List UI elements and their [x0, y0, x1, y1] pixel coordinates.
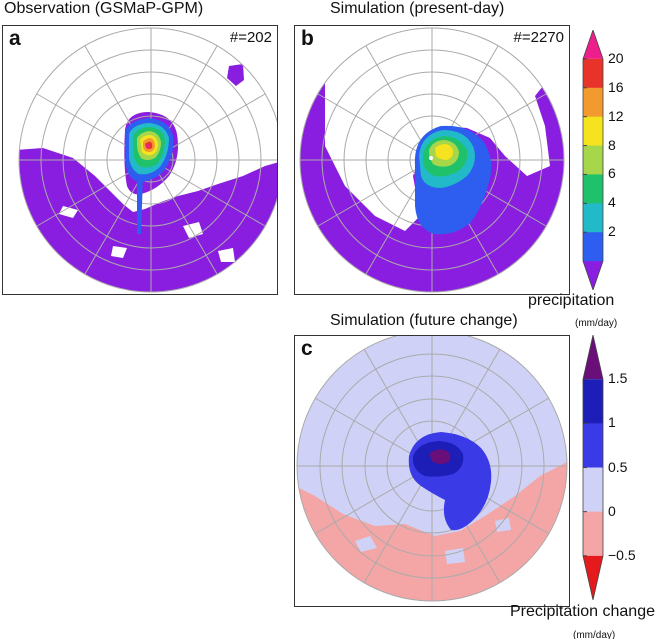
colorbar-tick-label: 1.5 [608, 370, 628, 387]
colorbar-tick-label: 6 [608, 165, 616, 182]
colorbar-band [583, 145, 603, 175]
change-negative-field [297, 461, 567, 601]
colorbar-tick-label: 16 [608, 78, 624, 95]
polar-grid [296, 336, 568, 602]
colorbar-band [583, 555, 603, 600]
colorbar-band [583, 423, 603, 468]
colorbar-band [583, 116, 603, 147]
panel-a-map [18, 27, 277, 293]
obs-precip-core [125, 118, 174, 234]
colorbar-band [583, 467, 603, 513]
colorbar-tick-label: 1 [608, 414, 616, 431]
precipitation-change-unit: (mm/day) [573, 630, 616, 639]
panel-c-label: c [301, 337, 313, 360]
colorbar-band [583, 335, 603, 380]
precipitation-change-colorbar-title: Precipitation change [510, 603, 655, 621]
colorbar-tick-label: 12 [608, 107, 624, 124]
colorbar-band [583, 379, 603, 424]
panel-a-count: #=202 [229, 29, 272, 46]
panel-a-label: a [9, 27, 21, 50]
panel-b-label: b [301, 27, 314, 50]
sim-precip-core [414, 125, 492, 235]
precipitation-change-colorbar [582, 335, 604, 600]
colorbar-tick-label: 0 [608, 502, 616, 519]
panel-a-title: Observation (GSMaP-GPM) [4, 0, 204, 17]
colorbar-tick-label: −0.5 [608, 546, 636, 563]
precipitation-title: precipitation [528, 292, 615, 309]
colorbar-tick-label: 4 [608, 194, 616, 211]
panel-b-map [299, 27, 565, 293]
precipitation-change-title: Precipitation change [510, 603, 655, 620]
colorbar-band [583, 174, 603, 204]
colorbar-band [583, 87, 603, 118]
colorbar-band [583, 232, 603, 262]
panel-b-count: #=2270 [513, 29, 564, 46]
colorbar-tick-label: 8 [608, 136, 616, 153]
precipitation-unit: (mm/day) [575, 318, 618, 329]
panel-c-title: Simulation (future change) [330, 312, 518, 329]
panel-c-map [296, 336, 568, 602]
precipitation-unit-wrap: (mm/day) [575, 313, 617, 331]
colorbar-band [583, 58, 603, 89]
colorbar-tick-label: 20 [608, 49, 624, 66]
obs-precip-field [19, 148, 277, 292]
colorbar-tick-label: 0.5 [608, 458, 628, 475]
panel-c: c [294, 335, 570, 607]
panel-a: a #=202 [2, 25, 278, 295]
colorbar-band [583, 511, 603, 557]
colorbar-band [583, 261, 603, 290]
colorbar-tick-label: 2 [608, 223, 616, 240]
panel-b: b #=2270 [294, 25, 570, 295]
colorbar-band [583, 30, 603, 59]
panel-b-title: Simulation (present-day) [330, 0, 505, 17]
precipitation-colorbar-title: precipitation [528, 292, 614, 310]
change-positive-core [408, 432, 492, 531]
colorbar-band [583, 203, 603, 233]
precipitation-colorbar [582, 30, 604, 290]
precipitation-change-unit-wrap: (mm/day) [573, 625, 615, 639]
